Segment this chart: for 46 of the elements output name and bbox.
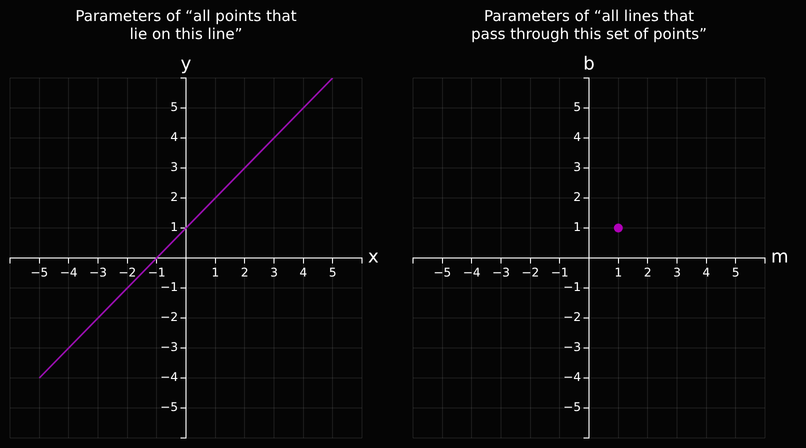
x-tick-label: 2 bbox=[240, 265, 248, 280]
chart-title: Parameters of “all lines that pass through this set of points” bbox=[471, 6, 707, 43]
x-tick-label: −1 bbox=[148, 265, 166, 280]
y-tick-label: 1 bbox=[573, 220, 581, 234]
x-tick-label: −5 bbox=[433, 265, 452, 280]
x-tick-label: 2 bbox=[644, 265, 652, 280]
x-axis-title: x bbox=[368, 246, 379, 268]
x-tick-label: −2 bbox=[521, 265, 540, 280]
y-tick-label: −2 bbox=[160, 310, 178, 324]
y-tick-label: −1 bbox=[563, 280, 581, 294]
y-tick-label: 5 bbox=[170, 100, 178, 114]
x-tick-label: 1 bbox=[614, 265, 622, 280]
y-tick-label: −4 bbox=[160, 370, 178, 384]
y-tick-label: 4 bbox=[573, 130, 581, 144]
x-tick-label: 5 bbox=[732, 265, 740, 280]
x-tick-label: 5 bbox=[328, 265, 336, 280]
x-axis-title: m bbox=[771, 246, 789, 268]
y-tick-label: 1 bbox=[170, 220, 178, 234]
x-tick-label: 4 bbox=[702, 265, 710, 280]
y-tick-label: 2 bbox=[170, 190, 178, 204]
x-tick-label: −2 bbox=[118, 265, 136, 280]
y-axis-title: y bbox=[180, 54, 192, 75]
chart-title: Parameters of “all points that lie on this line” bbox=[75, 6, 297, 43]
y-tick-label: 5 bbox=[573, 100, 581, 114]
y-tick-label: 2 bbox=[573, 190, 581, 204]
y-tick-label: 4 bbox=[170, 130, 178, 144]
x-tick-label: −1 bbox=[550, 265, 569, 280]
y-tick-label: −1 bbox=[160, 280, 178, 294]
y-tick-label: −3 bbox=[563, 340, 581, 354]
y-tick-label: 3 bbox=[573, 160, 581, 174]
y-tick-label: 3 bbox=[170, 160, 178, 174]
y-tick-label: −3 bbox=[160, 340, 178, 354]
y-tick-label: −4 bbox=[563, 370, 581, 384]
x-tick-label: −4 bbox=[60, 265, 78, 280]
x-tick-label: −5 bbox=[30, 265, 48, 280]
x-tick-label: 4 bbox=[300, 265, 308, 280]
y-axis-title: b bbox=[583, 54, 595, 75]
x-tick-label: −3 bbox=[89, 265, 107, 280]
x-tick-label: −3 bbox=[492, 265, 510, 280]
x-tick-label: 1 bbox=[212, 265, 220, 280]
x-tick-label: 3 bbox=[673, 265, 681, 280]
y-tick-label: −5 bbox=[563, 400, 581, 414]
y-tick-label: −2 bbox=[563, 310, 581, 324]
x-tick-label: −4 bbox=[462, 265, 481, 280]
y-tick-label: −5 bbox=[160, 400, 178, 414]
x-tick-label: 3 bbox=[270, 265, 278, 280]
